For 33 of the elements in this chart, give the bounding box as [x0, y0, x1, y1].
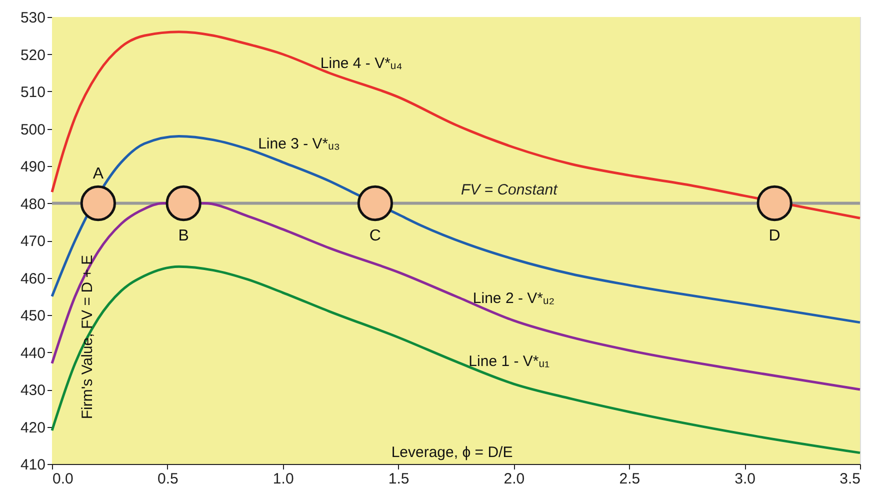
y-tick-label: 430: [20, 382, 46, 399]
x-tick-label: 0.0: [52, 470, 74, 488]
annotation: B: [178, 227, 189, 244]
x-tick-label: 2.5: [619, 470, 640, 488]
series-label: Line 2 - V*ᵤ₂: [472, 290, 555, 307]
series-label: Line 1 - V*ᵤ₁: [468, 353, 550, 370]
y-tick-label: 440: [20, 344, 46, 362]
x-tick-label: 3.0: [734, 470, 756, 488]
y-tick-label: 530: [20, 10, 46, 26]
y-tick-label: 460: [20, 270, 46, 288]
y-tick-label: 520: [20, 46, 46, 64]
y-axis-title: Firm's Value, FV = D + E: [79, 254, 96, 420]
x-tick-label: 2.0: [504, 470, 525, 488]
x-tick-label: 3.5: [840, 470, 860, 488]
line-series: [50, 30, 862, 220]
y-tick-label: 510: [20, 84, 46, 101]
y-tick-label: 500: [20, 121, 46, 138]
x-tick-label: 1.5: [388, 470, 410, 488]
y-tick-label: 480: [20, 196, 46, 213]
x-axis-title: Leverage, ϕ = D/E: [391, 444, 513, 461]
ref-line-label: FV = Constant: [460, 181, 558, 198]
series-label: Line 4 - V*ᵤ₄: [320, 55, 402, 72]
annotation: C: [369, 227, 381, 244]
y-tick-label: 490: [20, 158, 46, 176]
x-tick-label: 1.0: [272, 470, 294, 488]
annotation: A: [92, 165, 104, 182]
y-tick-label: 420: [20, 419, 46, 436]
y-tick-label: 470: [20, 233, 46, 250]
y-tick-label: 450: [20, 308, 46, 324]
annotation: D: [768, 227, 780, 244]
series-label: Line 3 - V*ᵤ₃: [258, 136, 340, 153]
x-tick-label: 0.5: [158, 470, 178, 488]
y-tick-label: 410: [20, 456, 46, 474]
